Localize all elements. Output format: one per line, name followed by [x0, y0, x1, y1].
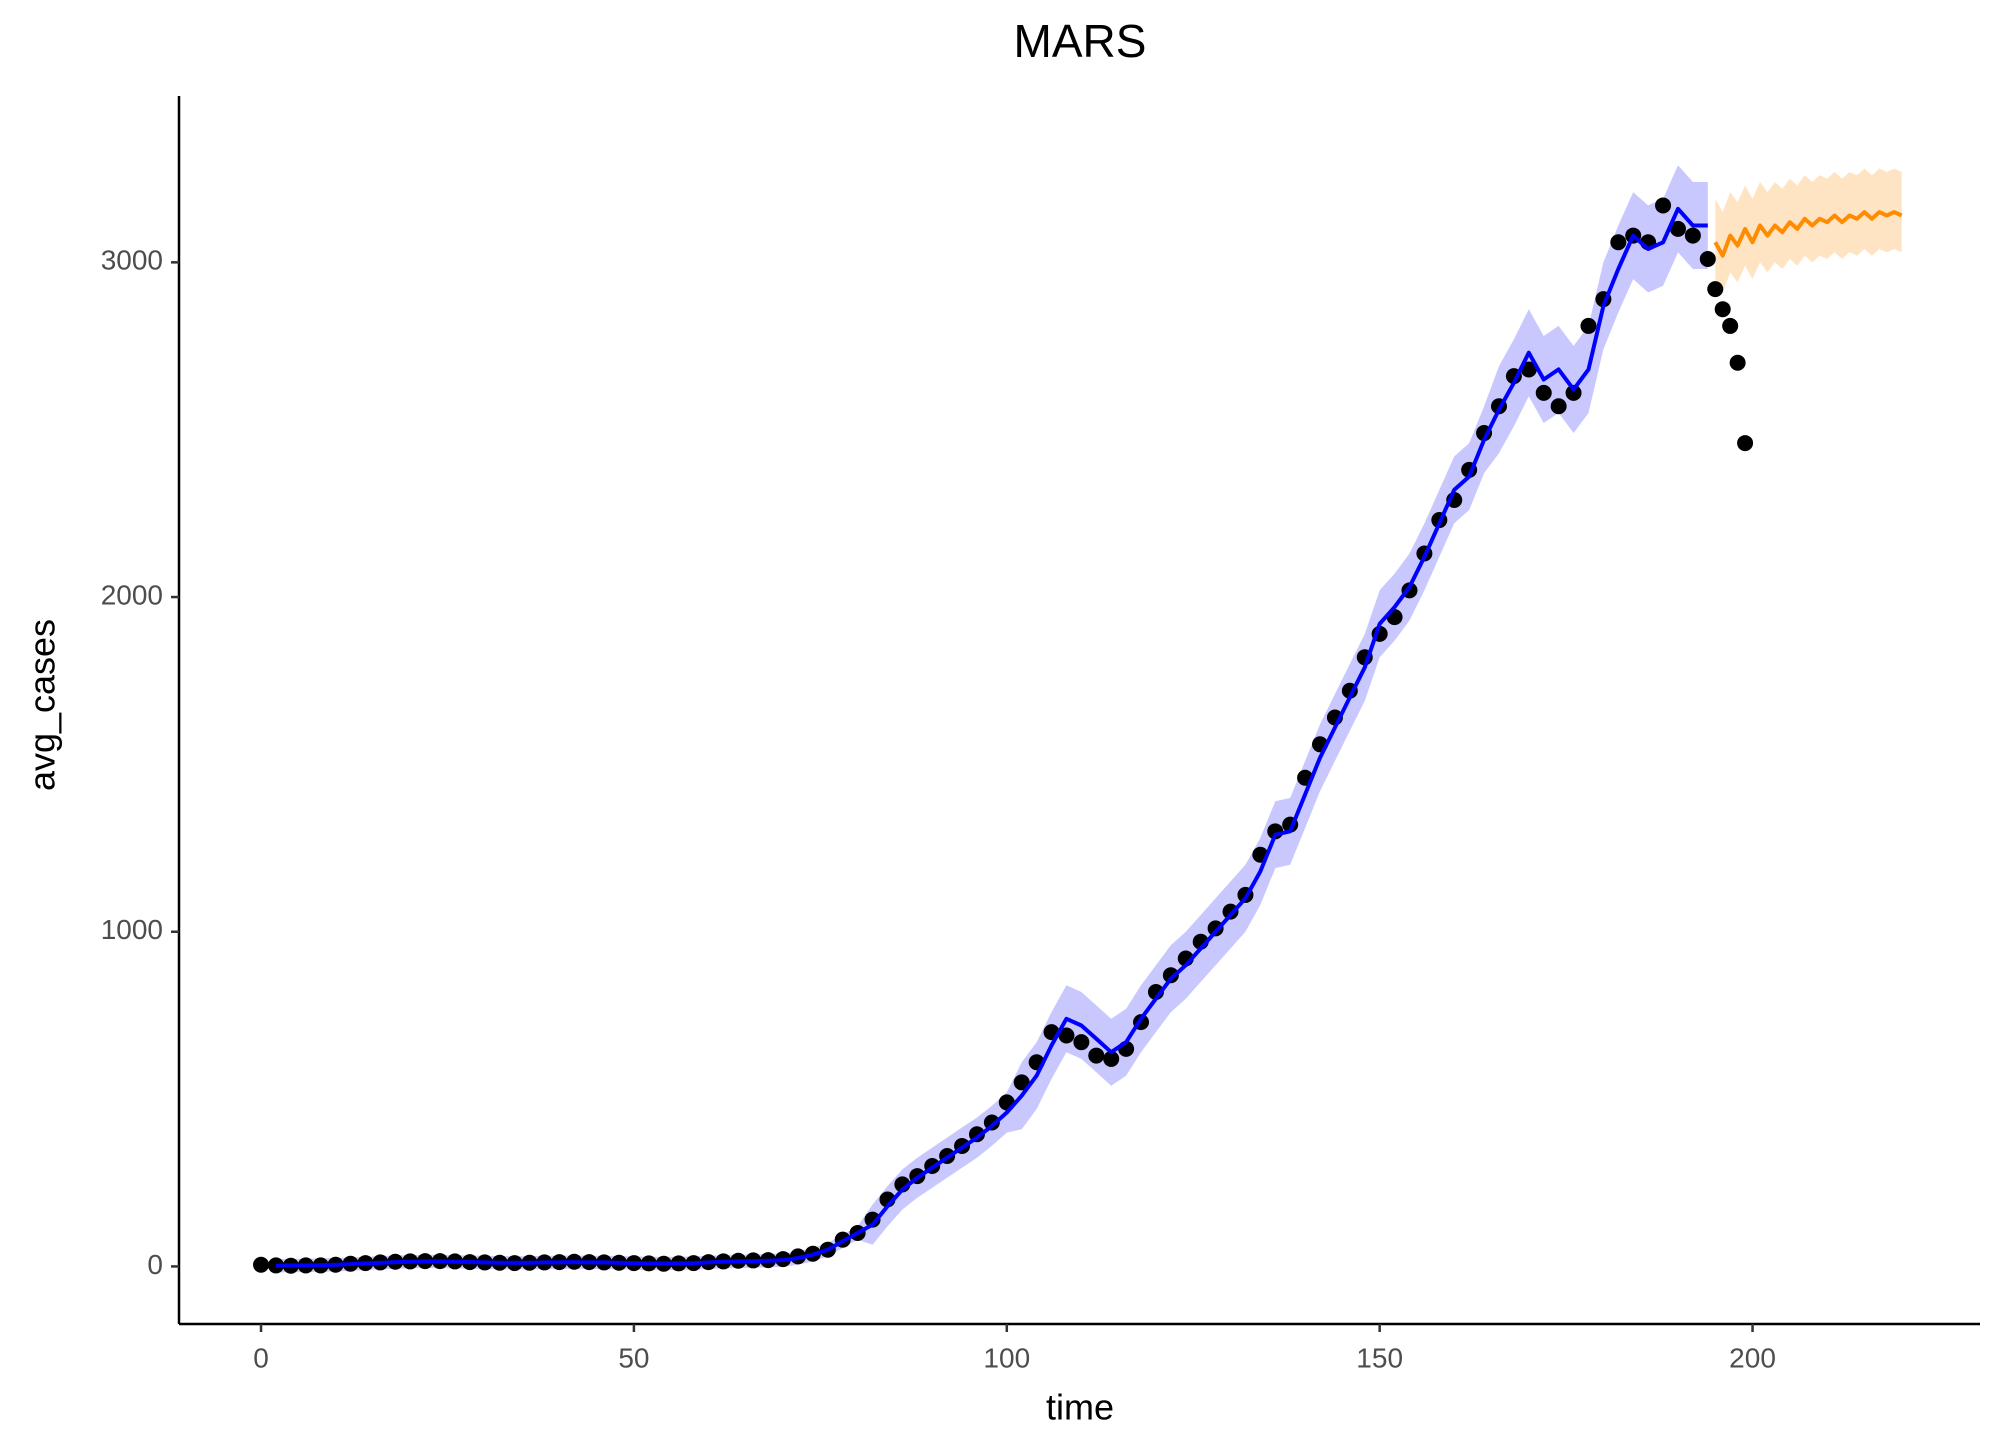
x-tick-label: 0: [253, 1342, 269, 1373]
data-point: [1073, 1034, 1090, 1051]
x-tick-label: 50: [618, 1342, 649, 1373]
confidence-band: [1715, 168, 1902, 293]
x-axis-title: time: [1046, 1387, 1114, 1428]
data-point: [253, 1256, 270, 1273]
data-point: [1162, 967, 1179, 984]
data-point: [1699, 250, 1716, 267]
y-tick-label: 2000: [101, 579, 163, 610]
x-tick-label: 200: [1729, 1342, 1776, 1373]
data-point: [1580, 317, 1597, 334]
data-point: [1058, 1027, 1075, 1044]
data-point: [983, 1114, 1000, 1131]
data-point: [1088, 1047, 1105, 1064]
chart-title: MARS: [1014, 15, 1147, 67]
data-point: [1669, 220, 1686, 237]
confidence-band: [275, 165, 1708, 1273]
y-tick-label: 0: [147, 1249, 163, 1280]
x-tick-label: 150: [1356, 1342, 1403, 1373]
data-point: [1565, 384, 1582, 401]
data-point: [1520, 361, 1537, 378]
data-point: [1013, 1074, 1030, 1091]
data-point: [864, 1211, 881, 1228]
y-tick-label: 3000: [101, 245, 163, 276]
y-tick-label: 1000: [101, 914, 163, 945]
data-point: [1535, 384, 1552, 401]
data-point: [1103, 1050, 1120, 1067]
data-point: [1610, 234, 1627, 251]
data-point: [1737, 435, 1754, 452]
y-axis-title: avg_cases: [22, 619, 63, 791]
fit-line: [275, 206, 1708, 1268]
fit-line: [1713, 210, 1903, 258]
data-point: [1714, 301, 1731, 318]
data-point: [1729, 354, 1746, 371]
data-point: [1722, 317, 1739, 334]
data-point: [1550, 398, 1567, 415]
data-point: [1707, 281, 1724, 298]
data-point: [1655, 197, 1672, 214]
x-tick-label: 100: [983, 1342, 1030, 1373]
data-point: [1684, 227, 1701, 244]
